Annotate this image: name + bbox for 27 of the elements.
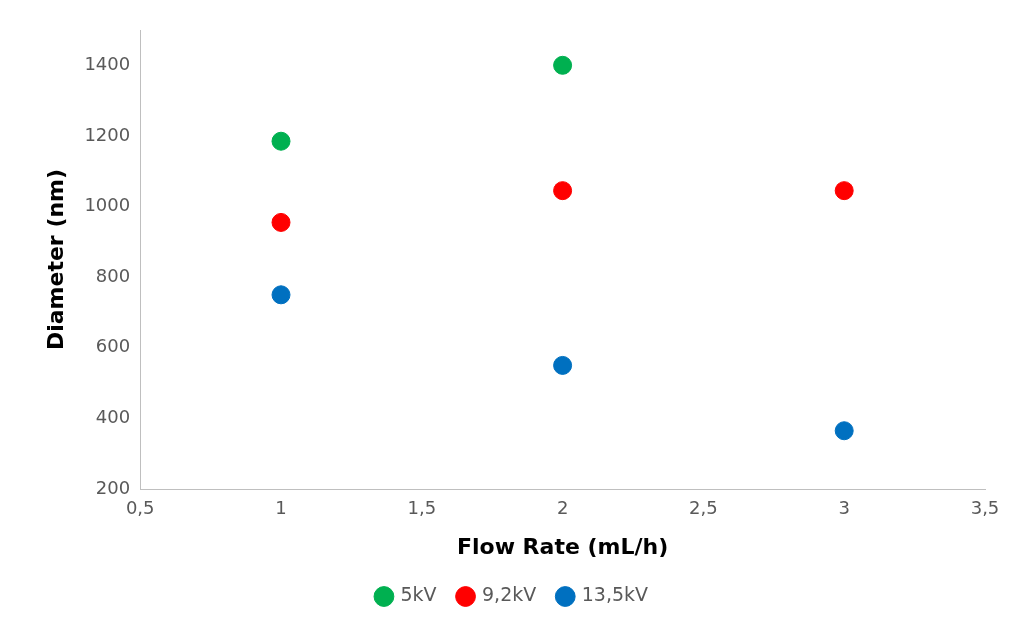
y-tick-label: 1000 bbox=[84, 194, 131, 216]
y-tick-label: 1200 bbox=[84, 123, 131, 145]
legend-label: 9,2kV bbox=[482, 583, 537, 606]
x-tick-label: 3 bbox=[838, 497, 850, 519]
y-tick-label: 1400 bbox=[84, 52, 131, 74]
x-tick-label: 3,5 bbox=[970, 497, 1000, 519]
point bbox=[271, 212, 291, 232]
x-tick-label: 0,5 bbox=[125, 497, 155, 519]
point bbox=[834, 421, 854, 441]
y-tick-label: 800 bbox=[95, 264, 131, 286]
point bbox=[553, 55, 573, 75]
point bbox=[271, 285, 291, 305]
x-tick-label: 2,5 bbox=[689, 497, 718, 519]
x-tick-label: 1,5 bbox=[407, 497, 437, 519]
x-axis-title: Flow Rate (mL/h) bbox=[456, 533, 669, 559]
x-tick-label: 2 bbox=[556, 497, 569, 519]
y-tick-label: 200 bbox=[95, 476, 131, 498]
point bbox=[271, 131, 291, 151]
point bbox=[834, 181, 854, 201]
y-tick-label: 400 bbox=[95, 406, 131, 428]
point bbox=[553, 181, 573, 201]
x-tick-label: 1 bbox=[275, 497, 287, 519]
point bbox=[553, 355, 573, 375]
legend-label: 13,5kV bbox=[581, 583, 649, 606]
y-axis-title: Diameter (nm) bbox=[42, 168, 68, 351]
legend-label: 5kV bbox=[400, 583, 437, 606]
y-tick-label: 600 bbox=[95, 335, 131, 357]
